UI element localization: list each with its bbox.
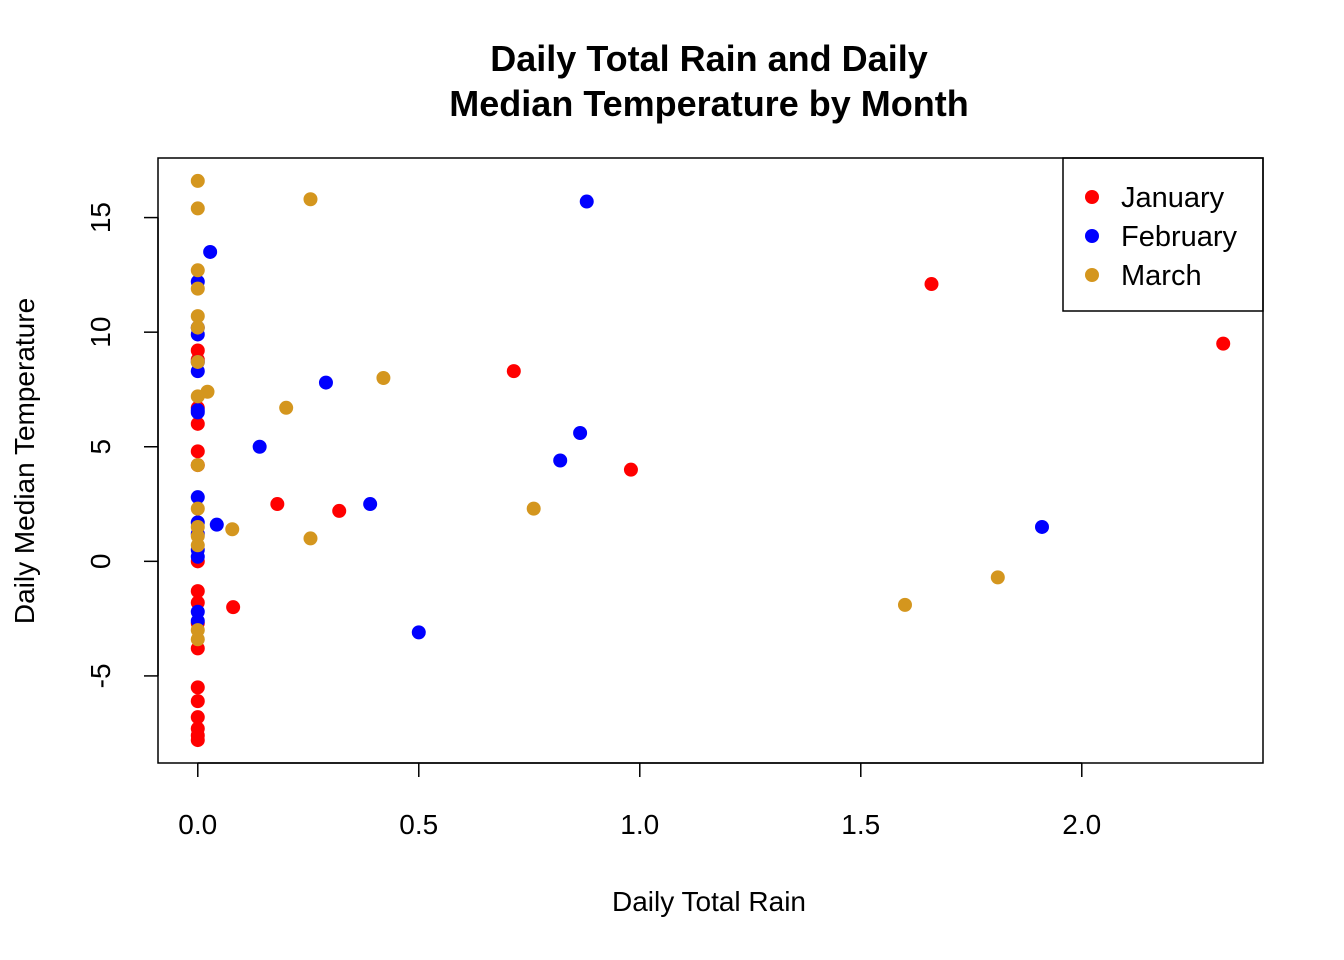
chart-title-line-1: Daily Total Rain and Daily	[490, 38, 927, 79]
data-point	[270, 497, 285, 512]
series-january	[190, 277, 1231, 748]
legend-marker-january	[1085, 190, 1099, 204]
x-tick-label: 0.5	[399, 809, 438, 840]
data-point	[190, 632, 205, 647]
data-point	[190, 694, 205, 709]
data-point	[190, 309, 205, 324]
data-point	[225, 522, 240, 537]
data-point	[190, 680, 205, 695]
data-point	[318, 375, 333, 390]
y-tick-label: 10	[85, 317, 116, 348]
y-tick-label: -5	[85, 663, 116, 688]
data-point	[506, 364, 521, 379]
data-point	[190, 538, 205, 553]
data-point	[303, 531, 318, 546]
chart-title-line-2: Median Temperature by Month	[449, 83, 968, 124]
legend-box	[1062, 157, 1264, 312]
plot-frame	[157, 157, 1264, 764]
y-tick-label: 0	[85, 554, 116, 570]
data-point	[623, 462, 638, 477]
data-point	[190, 490, 205, 505]
data-point	[579, 194, 594, 209]
x-axis-label: Daily Total Rain	[612, 886, 806, 917]
y-axis: -5 0 5 10 15	[85, 202, 159, 688]
data-point	[526, 501, 541, 516]
data-point	[279, 400, 294, 415]
data-points	[190, 173, 1231, 748]
x-tick-label: 1.5	[841, 809, 880, 840]
data-point	[190, 405, 205, 420]
y-axis-label: Daily Median Temperature	[9, 298, 40, 624]
data-point	[303, 192, 318, 207]
legend-label-february: February	[1121, 221, 1238, 253]
data-point	[332, 503, 347, 518]
x-tick-label: 2.0	[1062, 809, 1101, 840]
data-point	[1216, 336, 1231, 351]
data-point	[190, 263, 205, 278]
data-point	[190, 444, 205, 459]
data-point	[190, 416, 205, 431]
legend-marker-february	[1085, 229, 1099, 243]
data-point	[376, 371, 391, 385]
data-point	[190, 549, 205, 564]
data-point	[573, 426, 588, 440]
legend-label-march: March	[1121, 260, 1202, 292]
legend-marker-march	[1085, 268, 1099, 282]
x-tick-label: 0.0	[178, 809, 217, 840]
data-point	[190, 173, 205, 188]
data-point	[190, 710, 205, 725]
data-point	[209, 517, 224, 532]
data-point	[363, 497, 378, 512]
data-point	[190, 458, 205, 473]
data-point	[897, 597, 912, 612]
data-point	[226, 600, 241, 615]
data-point	[1035, 519, 1049, 534]
series-march	[190, 173, 1005, 647]
legend: January February March	[1062, 157, 1264, 312]
x-tick-label: 1.0	[620, 809, 659, 840]
data-point	[411, 625, 426, 640]
data-point	[190, 584, 205, 599]
data-point	[190, 281, 205, 296]
data-point	[190, 733, 205, 748]
data-point	[924, 277, 939, 292]
data-point	[990, 570, 1005, 585]
data-point	[190, 354, 205, 369]
series-february	[190, 194, 1049, 640]
y-tick-label: 5	[85, 439, 116, 455]
data-point	[252, 439, 267, 454]
data-point	[190, 201, 205, 216]
legend-label-january: January	[1121, 182, 1225, 214]
y-tick-label: 15	[85, 202, 116, 233]
data-point	[200, 384, 215, 399]
x-axis: 0.0 0.5 1.0 1.5 2.0	[178, 762, 1101, 840]
data-point	[190, 320, 205, 335]
data-point	[553, 453, 568, 468]
data-point	[203, 244, 218, 259]
data-point	[190, 501, 205, 516]
